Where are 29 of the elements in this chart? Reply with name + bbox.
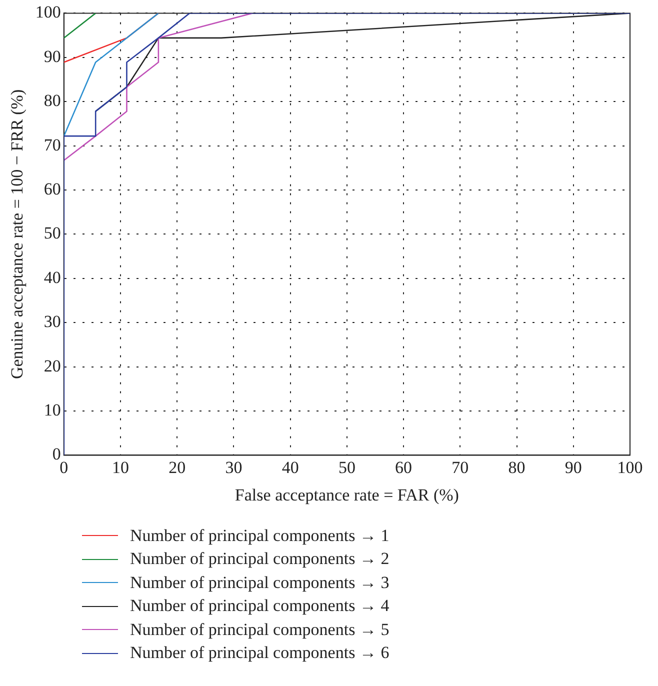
y-tick-label: 10	[44, 400, 61, 420]
y-tick-label: 40	[44, 268, 61, 287]
x-tick-label: 100	[617, 458, 643, 477]
x-tick-label: 30	[225, 458, 242, 477]
x-tick-label: 50	[338, 458, 356, 477]
legend-label: Number of principal components → 4	[130, 596, 390, 616]
x-tick-label: 10	[112, 458, 130, 477]
y-tick-label: 70	[44, 135, 61, 154]
legend-label: Number of principal components → 3	[130, 572, 390, 593]
legend-label: Number of principal components → 6	[130, 643, 390, 664]
y-tick-label: 30	[44, 312, 61, 332]
y-tick-label: 90	[44, 46, 61, 66]
legend-label: Number of principal components → 5	[130, 620, 390, 640]
legend-label: Number of principal components → 2	[130, 549, 390, 570]
y-tick-label: 80	[44, 91, 61, 110]
x-tick-label: 60	[395, 458, 412, 477]
y-axis-title: Genuine acceptance rate = 100 − FRR (%)	[8, 89, 27, 380]
x-axis-title: False acceptance rate = FAR (%)	[234, 485, 459, 504]
y-tick-label: 60	[44, 179, 61, 198]
legend-label: Number of principal components → 1	[130, 526, 390, 546]
x-tick-label: 80	[508, 458, 526, 477]
x-tick-label: 90	[564, 458, 582, 477]
y-tick-label: 50	[44, 224, 61, 243]
y-tick-label: 100	[35, 2, 61, 22]
y-tick-label: 0	[52, 444, 61, 464]
x-tick-label: 40	[282, 458, 299, 477]
x-tick-label: 70	[452, 458, 469, 477]
y-tick-label: 20	[44, 356, 61, 376]
x-tick-label: 20	[168, 458, 186, 477]
